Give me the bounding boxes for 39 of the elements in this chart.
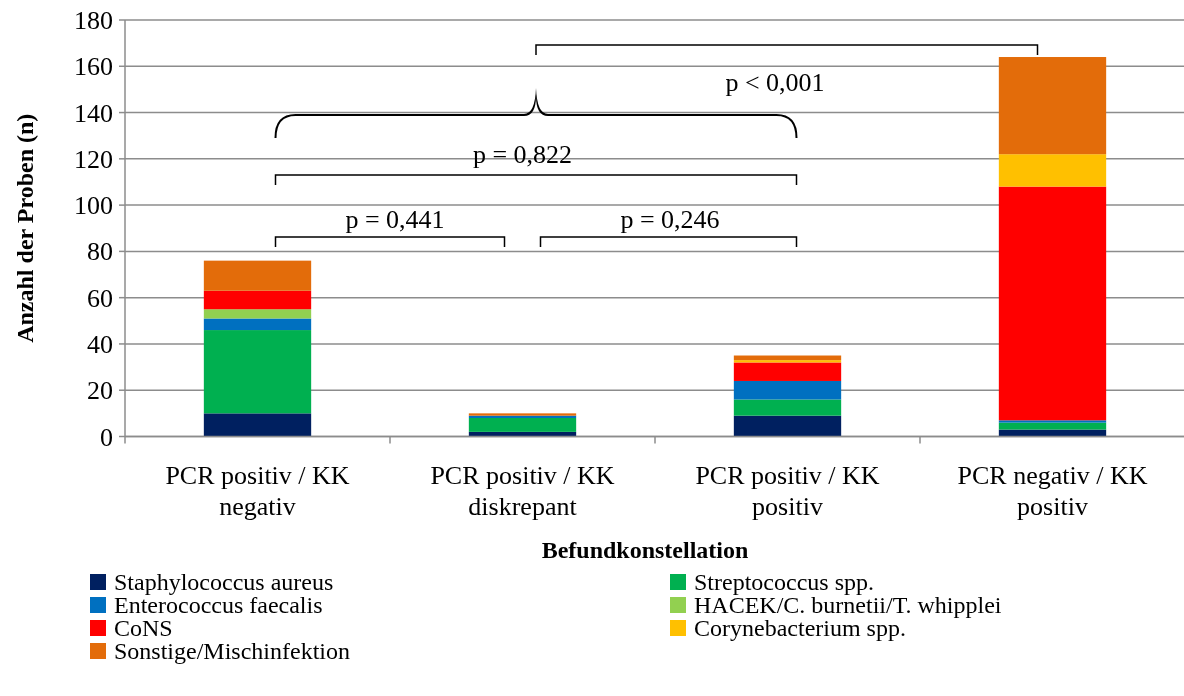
legend-label: Corynebacterium spp.	[694, 615, 906, 642]
bar	[733, 380, 842, 400]
bar	[203, 260, 312, 291]
bar	[998, 186, 1107, 421]
x-axis-title: Befundkonstellation	[541, 537, 749, 563]
annotation: p = 0,246	[620, 205, 720, 234]
bar	[733, 362, 842, 381]
y-tick-label: 60	[87, 283, 113, 313]
y-tick-label: 180	[74, 6, 113, 36]
legend-label: Streptococcus spp.	[694, 569, 874, 596]
x-tick-label: PCR negativ / KK positiv	[957, 461, 1148, 521]
annotation: p = 0,822	[472, 140, 573, 169]
bar	[998, 422, 1107, 430]
bar	[998, 420, 1107, 423]
bar	[998, 57, 1107, 155]
y-tick-label: 80	[87, 237, 113, 267]
y-tick-label: 20	[87, 376, 113, 406]
y-tick-label: 100	[74, 191, 113, 221]
x-tick-label: PCR positiv / KK diskrepant	[430, 461, 615, 521]
bar	[203, 290, 312, 310]
legend-label: Staphylococcus aureus	[114, 569, 334, 596]
bar	[998, 154, 1107, 187]
y-tick-label: 140	[74, 98, 113, 128]
annotation: p < 0,001	[725, 68, 825, 97]
bar	[203, 309, 312, 319]
bar	[733, 399, 842, 416]
y-tick-label: 0	[100, 422, 113, 452]
bar	[203, 318, 312, 331]
x-tick-label: PCR positiv / KK positiv	[695, 461, 880, 521]
annotation: p = 0,441	[345, 205, 445, 234]
x-tick-label: PCR positiv / KK negativ	[165, 461, 350, 521]
bar	[203, 330, 312, 414]
bar	[203, 413, 312, 437]
y-tick-label: 120	[74, 144, 113, 174]
y-tick-label: 160	[74, 52, 113, 82]
bar	[468, 417, 577, 432]
y-axis-title: Anzahl der Proben (n)	[12, 113, 38, 343]
bar	[733, 415, 842, 437]
y-tick-label: 40	[87, 330, 113, 360]
